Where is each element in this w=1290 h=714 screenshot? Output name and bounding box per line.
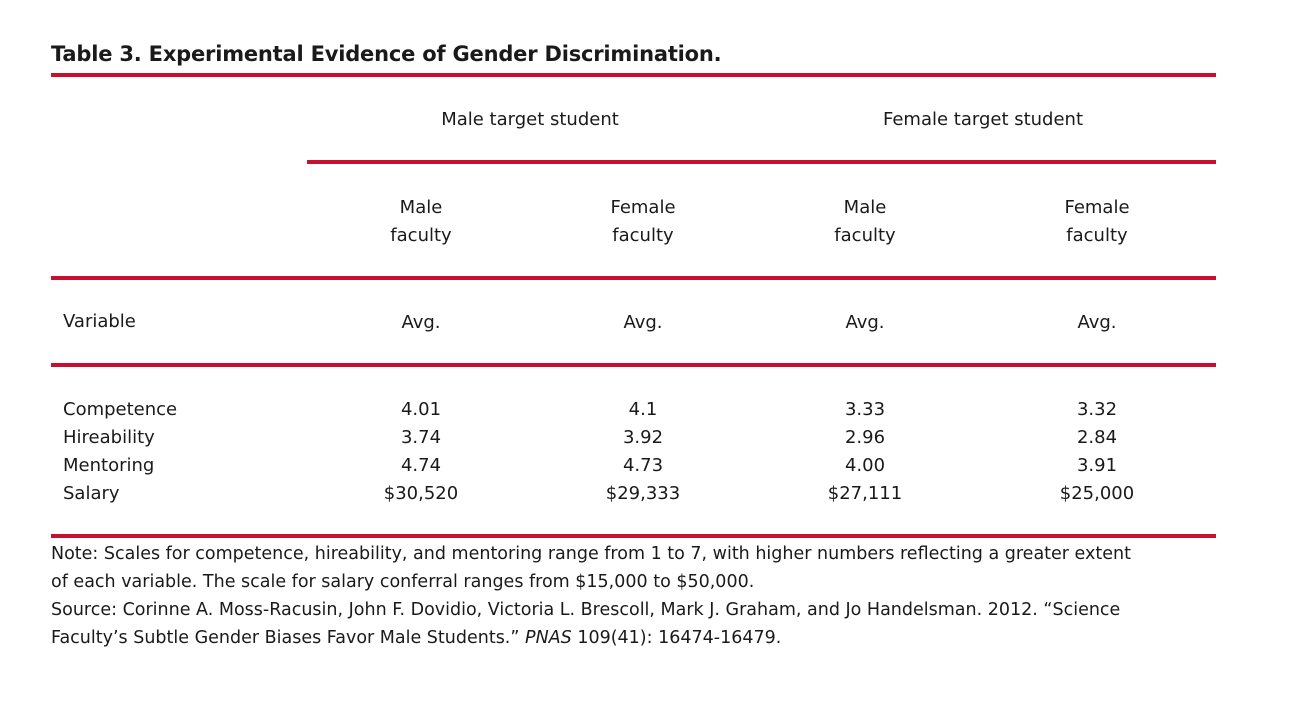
cell-value: 2.84 <box>1076 427 1118 448</box>
sub-header-line1: Female <box>1064 197 1130 218</box>
variable-column-header: Variable <box>63 311 136 332</box>
row-label: Mentoring <box>63 455 155 476</box>
cell-value: 2.96 <box>844 427 886 448</box>
avg-header-1: Avg. <box>401 312 441 333</box>
sub-header-line1: Male <box>399 197 443 218</box>
sub-header-line2: faculty <box>1066 225 1128 246</box>
cell-value: $29,333 <box>605 483 681 504</box>
avg-header-3: Avg. <box>845 312 885 333</box>
avg-rule <box>51 363 1216 367</box>
cell-value: $27,111 <box>827 483 903 504</box>
sub-header-line2: faculty <box>834 225 896 246</box>
row-label: Hireability <box>63 427 155 448</box>
cell-value: 3.91 <box>1076 455 1118 476</box>
cell-value: $30,520 <box>383 483 459 504</box>
row-label: Salary <box>63 483 120 504</box>
source-line-2: Faculty’s Subtle Gender Biases Favor Mal… <box>51 624 1221 652</box>
sub-header-rule <box>51 276 1216 280</box>
table-note: Note: Scales for competence, hireability… <box>51 540 1221 652</box>
cell-value: 4.73 <box>622 455 664 476</box>
sub-header-male-faculty-2: Male faculty <box>834 194 895 250</box>
cell-value: $25,000 <box>1059 483 1135 504</box>
row-label: Competence <box>63 399 178 420</box>
source-line-1: Source: Corinne A. Moss-Racusin, John F.… <box>51 600 1121 620</box>
group-header-male-target: Male target student <box>441 109 619 130</box>
cell-value: 3.32 <box>1076 399 1118 420</box>
cell-value: 3.74 <box>400 427 442 448</box>
sub-header-line2: faculty <box>390 225 452 246</box>
source-journal-name: PNAS <box>525 628 572 648</box>
cell-value: 4.01 <box>400 399 442 420</box>
group-header-rule <box>307 160 1216 164</box>
bottom-rule <box>51 534 1216 538</box>
sub-header-female-faculty-2: Female faculty <box>1064 194 1129 250</box>
sub-header-line1: Female <box>610 197 676 218</box>
note-line-1: Note: Scales for competence, hireability… <box>51 544 1131 564</box>
cell-value: 4.1 <box>628 399 658 420</box>
sub-header-female-faculty-1: Female faculty <box>610 194 675 250</box>
avg-header-4: Avg. <box>1077 312 1117 333</box>
cell-value: 4.00 <box>844 455 886 476</box>
cell-value: 3.92 <box>622 427 664 448</box>
table-title: Table 3. Experimental Evidence of Gender… <box>51 42 722 66</box>
top-rule <box>51 73 1216 77</box>
sub-header-line1: Male <box>843 197 887 218</box>
source-citation-text: Faculty’s Subtle Gender Biases Favor Mal… <box>51 628 526 648</box>
avg-header-2: Avg. <box>623 312 663 333</box>
cell-value: 4.74 <box>400 455 442 476</box>
sub-header-male-faculty-1: Male faculty <box>390 194 451 250</box>
source-citation-volume: 109(41): 16474-16479. <box>571 628 782 648</box>
group-header-female-target: Female target student <box>882 109 1084 130</box>
sub-header-line2: faculty <box>612 225 674 246</box>
note-line-2: of each variable. The scale for salary c… <box>51 572 755 592</box>
cell-value: 3.33 <box>844 399 886 420</box>
